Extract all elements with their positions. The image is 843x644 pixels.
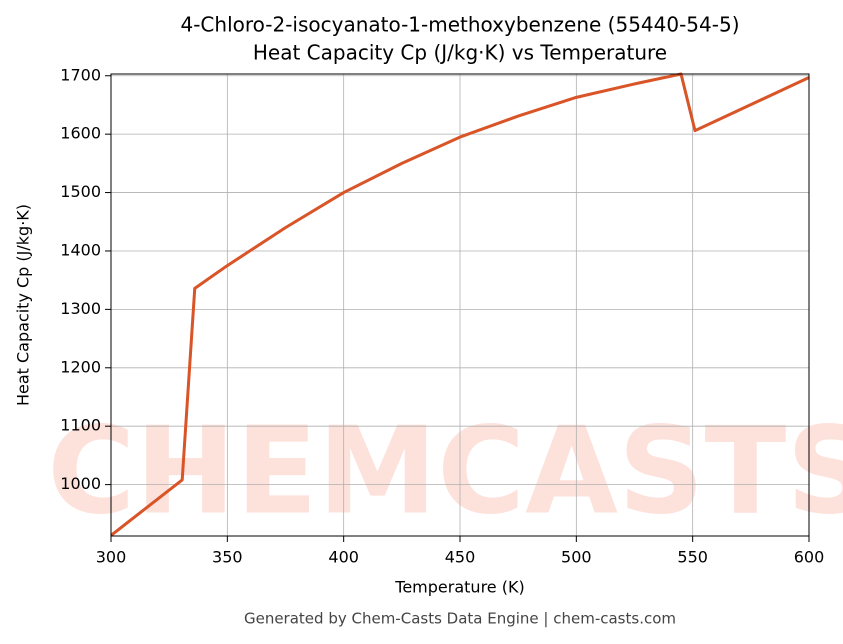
y-tick-label: 1700: [60, 65, 101, 84]
x-tick-label: 550: [677, 548, 708, 567]
x-tick-label: 400: [328, 548, 359, 567]
x-tick-label: 300: [96, 548, 127, 567]
x-tick-label: 500: [561, 548, 592, 567]
y-tick-label: 1200: [60, 357, 101, 376]
x-tick-label: 600: [794, 548, 825, 567]
plot-frame: [110, 73, 810, 537]
watermark: CHEMCASTS: [47, 403, 843, 542]
data-line: [110, 72, 810, 537]
y-axis-label: Heat Capacity Cp (J/kg·K): [14, 204, 33, 406]
y-tick-label: 1600: [60, 124, 101, 143]
y-tick-label: 1000: [60, 474, 101, 493]
y-tick-label: 1500: [60, 182, 101, 201]
x-tick-label: 350: [212, 548, 243, 567]
x-tick-label: 450: [445, 548, 476, 567]
chart-title: 4-Chloro-2-isocyanato-1-methoxybenzene (…: [180, 13, 739, 37]
y-tick-label: 1100: [60, 416, 101, 435]
y-tick-label: 1400: [60, 240, 101, 259]
x-axis-label: Temperature (K): [394, 578, 524, 597]
chart-subtitle: Heat Capacity Cp (J/kg·K) vs Temperature: [253, 41, 667, 65]
footer: Generated by Chem-Casts Data Engine | ch…: [244, 610, 676, 628]
y-tick-label: 1300: [60, 299, 101, 318]
